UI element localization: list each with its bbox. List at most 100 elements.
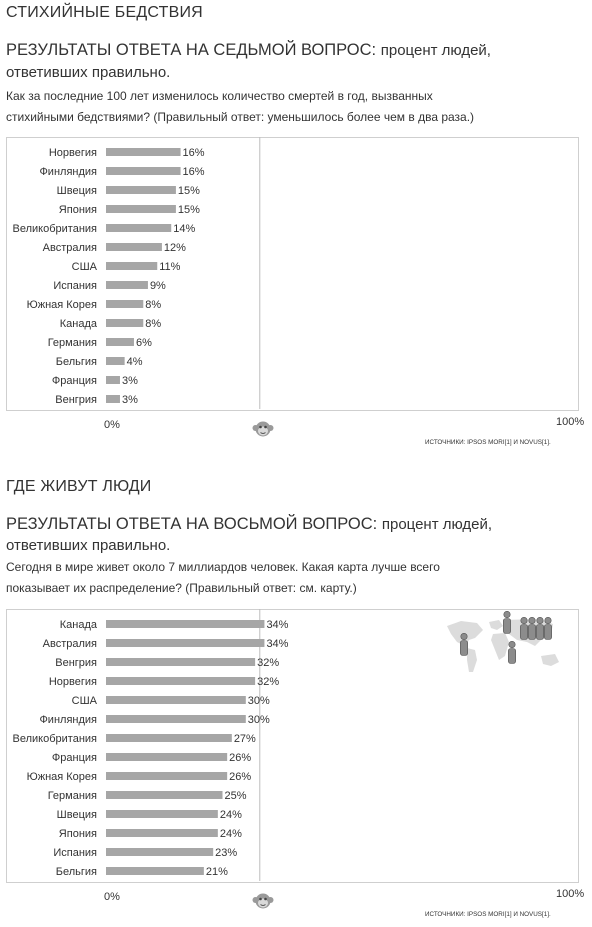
bar: [106, 639, 265, 647]
value-label: 8%: [145, 299, 161, 311]
category-label: Германия: [48, 337, 97, 349]
bar: [106, 734, 232, 742]
value-label: 16%: [183, 147, 205, 159]
bar: [106, 205, 176, 213]
category-label: Бельгия: [56, 356, 97, 368]
chimp-icon: [252, 420, 274, 445]
category-label: США: [72, 695, 98, 707]
question-text-line2: стихийными бедствиями? (Правильный ответ…: [6, 110, 475, 124]
bar: [106, 281, 148, 289]
value-label: 15%: [178, 185, 200, 197]
category-label: Испания: [53, 847, 97, 859]
category-label: Норвегия: [49, 676, 97, 688]
axis-max-label: 100%: [556, 888, 585, 900]
category-label: Южная Корея: [27, 299, 97, 311]
bar: [106, 148, 181, 156]
value-label: 14%: [173, 223, 195, 235]
bar: [106, 829, 218, 837]
person-icon: [507, 640, 517, 670]
category-label: Великобритания: [13, 223, 98, 235]
category-label: Финляндия: [39, 714, 97, 726]
question-title-line2: ответивших правильно.: [6, 537, 171, 554]
section-heading: СТИХИЙНЫЕ БЕДСТВИЯ: [6, 4, 203, 21]
category-label: Япония: [59, 828, 97, 840]
value-label: 32%: [257, 657, 279, 669]
bar: [106, 319, 144, 327]
value-label: 12%: [164, 242, 186, 254]
person-icon: [459, 632, 469, 662]
value-label: 8%: [145, 318, 161, 330]
chimp-icon: [252, 892, 274, 917]
bar: [106, 658, 256, 666]
person-icon: [543, 616, 553, 646]
category-label: Австралия: [43, 638, 97, 650]
axis-max-label: 100%: [556, 416, 585, 428]
question-title-line2: ответивших правильно.: [6, 64, 171, 81]
chart-panel: [6, 609, 579, 883]
bar: [106, 262, 158, 270]
bar: [106, 376, 120, 384]
person-icon: [535, 616, 545, 646]
value-label: 16%: [183, 166, 205, 178]
value-label: 9%: [150, 280, 166, 292]
category-label: Франция: [52, 375, 97, 387]
value-label: 26%: [229, 752, 251, 764]
bar: [106, 243, 162, 251]
category-label: Канада: [60, 619, 98, 631]
bar: [106, 715, 246, 723]
category-label: Швеция: [57, 809, 97, 821]
bar: [106, 224, 172, 232]
category-label: Великобритания: [13, 733, 98, 745]
category-label: Швеция: [57, 185, 97, 197]
question-text-line1: Как за последние 100 лет изменилось коли…: [6, 89, 433, 103]
value-label: 3%: [122, 394, 138, 406]
value-label: 34%: [266, 638, 288, 650]
value-label: 23%: [215, 847, 237, 859]
value-label: 27%: [234, 733, 256, 745]
source-note: ИСТОЧНИКИ: IPSOS MORI[1] И NOVUS[1].: [425, 439, 551, 446]
bar: [106, 620, 265, 628]
bar: [106, 186, 176, 194]
source-note: ИСТОЧНИКИ: IPSOS MORI[1] И NOVUS[1].: [425, 911, 551, 918]
value-label: 6%: [136, 337, 152, 349]
value-label: 15%: [178, 204, 200, 216]
value-label: 34%: [266, 619, 288, 631]
category-label: Финляндия: [39, 166, 97, 178]
person-icon: [502, 610, 512, 640]
bar: [106, 338, 134, 346]
bar: [106, 867, 204, 875]
category-label: Германия: [48, 790, 97, 802]
bar: [106, 696, 246, 704]
category-label: Австралия: [43, 242, 97, 254]
section-heading: ГДЕ ЖИВУТ ЛЮДИ: [6, 478, 152, 495]
category-label: Южная Корея: [27, 771, 97, 783]
category-label: Бельгия: [56, 866, 97, 878]
value-label: 32%: [257, 676, 279, 688]
question-text-line2: показывает их распределение? (Правильный…: [6, 581, 357, 595]
value-label: 30%: [248, 714, 270, 726]
chart-panel: [6, 137, 579, 411]
bar: [106, 753, 228, 761]
person-icon: [519, 616, 529, 646]
question-title: РЕЗУЛЬТАТЫ ОТВЕТА НА ВОСЬМОЙ ВОПРОС: про…: [6, 514, 492, 535]
bar: [106, 810, 218, 818]
bar-chart: Норвегия 16% Финляндия 16% Швеция 15% Япония 15…: [13, 137, 261, 409]
value-label: 24%: [220, 809, 242, 821]
bar: [106, 848, 214, 856]
bar: [106, 357, 125, 365]
category-label: Испания: [53, 280, 97, 292]
value-label: 4%: [127, 356, 143, 368]
value-label: 25%: [225, 790, 247, 802]
category-label: Япония: [59, 204, 97, 216]
category-label: США: [72, 261, 98, 273]
question-title-caps: РЕЗУЛЬТАТЫ ОТВЕТА НА ВОСЬМОЙ ВОПРОС:: [6, 515, 378, 533]
category-label: Венгрия: [55, 657, 97, 669]
axis-min-label: 0%: [104, 891, 120, 903]
bar-chart: Канада 34% Австралия 34% Венгрия 32% Норвегия 3…: [13, 609, 289, 881]
question-title: РЕЗУЛЬТАТЫ ОТВЕТА НА СЕДЬМОЙ ВОПРОС: про…: [6, 40, 491, 61]
axis-min-label: 0%: [104, 419, 120, 431]
value-label: 11%: [159, 261, 180, 273]
question-title-rest: процент людей,: [380, 42, 491, 59]
value-label: 3%: [122, 375, 138, 387]
value-label: 26%: [229, 771, 251, 783]
